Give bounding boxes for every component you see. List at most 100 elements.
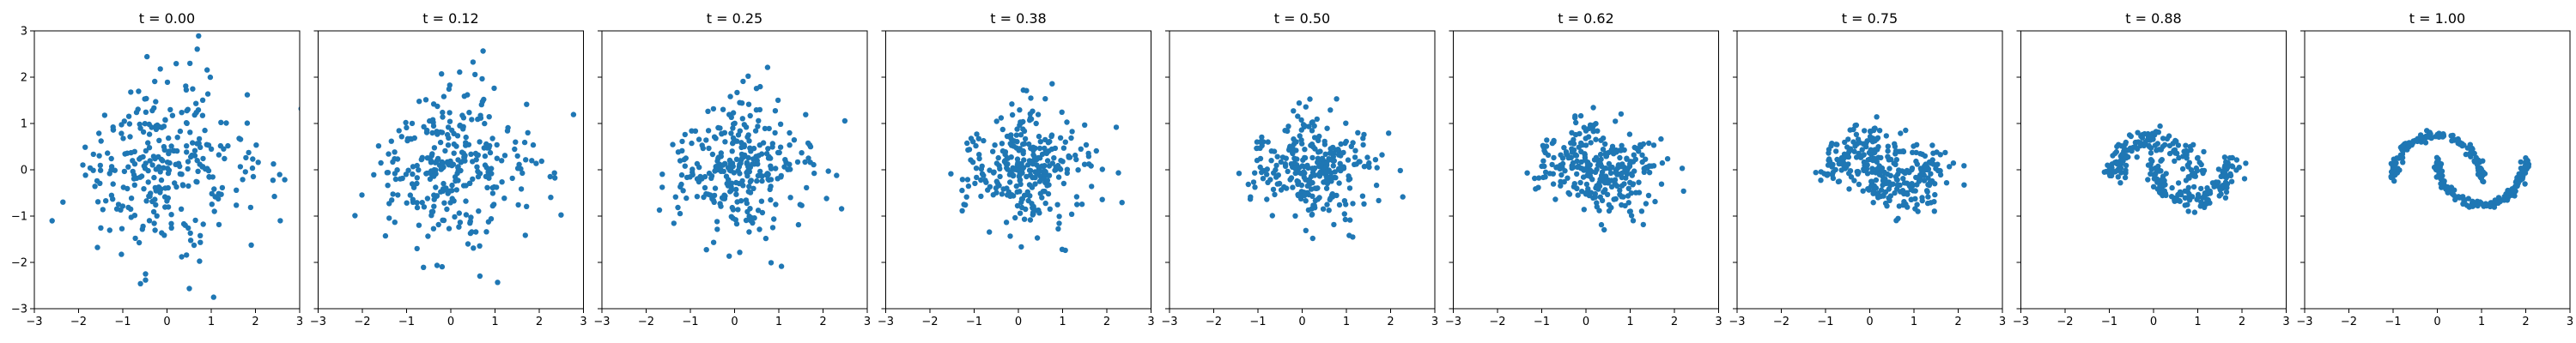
- scatter-point: [449, 182, 455, 189]
- scatter-point: [803, 111, 809, 117]
- scatter-point: [1830, 169, 1836, 176]
- scatter-point: [1260, 176, 1267, 182]
- scatter-point: [1887, 183, 1893, 189]
- scatter-point: [1338, 141, 1344, 147]
- scatter-point: [433, 167, 439, 173]
- scatter-point: [1316, 133, 1322, 140]
- scatter-point: [1303, 104, 1309, 110]
- scatter-point: [1322, 151, 1328, 157]
- scatter-point: [118, 226, 125, 232]
- scatter-point: [1913, 158, 1919, 165]
- scatter-point: [1343, 138, 1350, 145]
- scatter-point: [1909, 181, 1915, 187]
- scatter-point: [990, 148, 996, 154]
- scatter-point: [1342, 216, 1349, 223]
- scatter-point: [444, 159, 451, 165]
- x-tick-label: 1: [208, 316, 215, 328]
- scatter-point: [1540, 158, 1546, 164]
- scatter-point: [430, 123, 437, 129]
- scatter-point: [1018, 204, 1025, 211]
- scatter-point: [777, 121, 784, 127]
- scatter-point: [219, 184, 226, 191]
- scatter-point: [1942, 149, 1948, 156]
- panel-3: t = 0.38 −3 −2 −1 0 1 2 3: [878, 10, 1155, 328]
- scatter-point: [2148, 171, 2154, 177]
- scatter-point: [1324, 202, 1330, 208]
- scatter-point: [2221, 168, 2227, 174]
- scatter-point: [149, 162, 155, 168]
- scatter-point: [811, 170, 817, 177]
- scatter-point: [461, 154, 468, 160]
- scatter-point: [431, 196, 437, 202]
- scatter-point: [1581, 207, 1588, 213]
- scatter-point: [766, 125, 772, 132]
- scatter-point: [2177, 189, 2184, 196]
- panel-1: t = 0.12 −3 −2 −1 0 1 2 3: [310, 10, 587, 328]
- scatter-point: [787, 129, 793, 136]
- scatter-point: [1612, 177, 1619, 183]
- scatter-point: [146, 131, 153, 137]
- scatter-point: [739, 178, 745, 184]
- scatter-point: [993, 190, 999, 196]
- scatter-point: [1298, 117, 1304, 123]
- x-tick-label: −2: [638, 316, 654, 328]
- scatter-point: [2434, 165, 2441, 171]
- scatter-point: [168, 212, 174, 218]
- scatter-point: [755, 123, 761, 129]
- scatter-point: [744, 208, 750, 215]
- scatter-point: [2160, 143, 2166, 150]
- scatter-point: [2159, 178, 2165, 184]
- scatter-point: [2522, 163, 2528, 170]
- scatter-point: [146, 145, 153, 151]
- scatter-point: [726, 253, 732, 259]
- scatter-point: [440, 114, 446, 120]
- scatter-point: [804, 184, 810, 191]
- scatter-point: [1021, 216, 1028, 222]
- scatter-point: [1860, 141, 1867, 147]
- scatter-point: [758, 151, 765, 157]
- scatter-point: [1585, 186, 1591, 192]
- scatter-point: [440, 180, 447, 187]
- scatter-point: [979, 163, 985, 169]
- scatter-point: [708, 175, 714, 181]
- scatter-point: [1024, 173, 1030, 180]
- scatter-point: [1328, 192, 1335, 198]
- scatter-point: [184, 107, 190, 114]
- scatter-point: [1285, 168, 1291, 175]
- scatter-point: [1024, 87, 1030, 93]
- scatter-point: [1346, 185, 1353, 191]
- scatter-point: [471, 245, 477, 251]
- scatter-point: [1341, 198, 1348, 204]
- scatter-point: [1296, 100, 1303, 106]
- scatter-point: [174, 147, 180, 154]
- scatter-point: [179, 110, 185, 116]
- scatter-point: [140, 223, 146, 230]
- scatter-point: [1068, 135, 1074, 141]
- scatter-point: [2223, 189, 2230, 196]
- scatter-point: [504, 128, 511, 134]
- scatter-point: [1073, 194, 1080, 200]
- scatter-point: [255, 159, 261, 165]
- scatter-point: [1045, 190, 1052, 197]
- scatter-point: [2388, 169, 2395, 175]
- scatter-point: [1295, 113, 1301, 119]
- scatter-point: [745, 132, 751, 138]
- scatter-point: [1324, 174, 1331, 180]
- panel-title: t = 1.00: [2409, 10, 2465, 27]
- scatter-point: [270, 178, 276, 184]
- scatter-point: [1837, 160, 1844, 167]
- scatter-point: [177, 163, 183, 170]
- scatter-point: [807, 159, 813, 165]
- scatter-point: [1278, 159, 1285, 165]
- scatter-point: [2106, 166, 2112, 172]
- scatter-point: [524, 101, 530, 107]
- scatter-point: [1272, 191, 1278, 198]
- scatter-point: [730, 125, 736, 131]
- scatter-points: [2388, 128, 2532, 210]
- scatter-point: [1045, 140, 1052, 146]
- scatter-point: [152, 196, 158, 202]
- scatter-point: [1002, 158, 1008, 164]
- scatter-point: [127, 134, 133, 140]
- scatter-point: [1298, 127, 1305, 133]
- scatter-point: [733, 191, 739, 197]
